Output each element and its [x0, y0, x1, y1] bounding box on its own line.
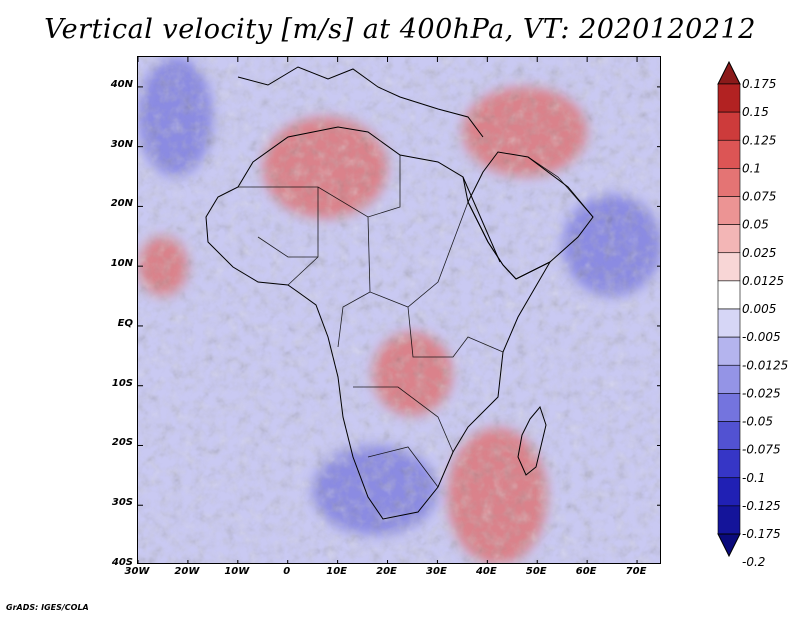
colorbar-level-label: -0.125: [742, 499, 781, 513]
map-plot-area: [138, 57, 660, 563]
colorbar-level-label: -0.05: [742, 415, 773, 429]
lat-tick-label: 40N: [110, 78, 133, 90]
lon-tick-label: 20E: [376, 566, 397, 577]
colorbar-swatch: [717, 308, 741, 338]
colorbar-bottom-arrow: [717, 533, 741, 558]
lon-tick-label: 0: [283, 566, 291, 577]
lat-tick-label: 10S: [111, 377, 133, 389]
lon-tick-label: 10E: [326, 566, 347, 577]
colorbar-swatch: [717, 280, 741, 310]
red-sea: [462, 176, 501, 263]
lon-tick-label: 20W: [174, 566, 200, 577]
lon-tick-label: 30W: [124, 566, 150, 577]
colorbar-level-label: 0.1: [742, 161, 761, 175]
lon-tick-label: 50E: [525, 566, 547, 577]
colorbar-level-label: 0.05: [742, 218, 769, 232]
lat-tick-label: 10N: [110, 258, 133, 270]
colorbar-level-label: -0.025: [742, 386, 781, 400]
colorbar-level-label: 0.005: [742, 302, 776, 316]
madagascar-coastline: [517, 405, 547, 476]
lon-tick-label: 60E: [575, 566, 597, 577]
colorbar-swatch: [717, 336, 741, 366]
border: [353, 386, 454, 453]
colorbar-level-label: 0.15: [742, 105, 769, 119]
colorbar-swatch: [717, 168, 741, 197]
colorbar-swatch: [717, 224, 741, 254]
lon-tick-label: 70E: [625, 566, 647, 577]
map-panel: [137, 56, 661, 564]
field-texture: [138, 57, 660, 563]
lat-tick-label: 30S: [111, 497, 133, 509]
colorbar-swatch: [717, 111, 741, 141]
lat-tick-label: EQ: [117, 317, 133, 329]
colorbar-level-label: 0.025: [742, 246, 776, 260]
colorbar-level-label: -0.2: [742, 555, 765, 569]
colorbar-level-label: 0.125: [742, 133, 776, 147]
colorbar-swatch: [717, 196, 741, 225]
chart-title: Vertical velocity [m/s] at 400hPa, VT: 2…: [44, 14, 756, 45]
lat-tick-label: 30N: [110, 138, 133, 150]
axis-ticks: [138, 57, 660, 563]
colorbar-swatch: [717, 83, 741, 113]
colorbar-level-label: 0.075: [742, 190, 776, 204]
lat-tick-label: 20S: [111, 437, 133, 449]
colorbar-level-label: -0.075: [742, 443, 781, 457]
colorbar-level-label: 0.0125: [742, 274, 784, 288]
border: [407, 306, 504, 358]
colorbar-swatch: [717, 364, 741, 394]
colorbar-swatch: [717, 505, 741, 535]
country-borders: [238, 155, 594, 488]
lon-tick-label: 30E: [426, 566, 447, 577]
mediterranean-north-coast: [237, 66, 484, 138]
lat-tick-label: 20N: [110, 198, 133, 210]
colorbar-swatch: [717, 477, 741, 507]
border: [257, 236, 318, 258]
colorbar-level-label: -0.005: [742, 330, 781, 344]
lat-tick-label: 40S: [111, 557, 133, 568]
colorbar-swatch: [717, 139, 741, 169]
border: [337, 291, 371, 348]
border: [527, 156, 594, 218]
border: [367, 446, 439, 488]
colorbar-swatch: [717, 252, 741, 282]
colorbar-swatch: [717, 421, 741, 450]
lon-tick-label: 10W: [224, 566, 250, 577]
colorbar-top-arrow: [717, 60, 741, 85]
colorbar-level-label: -0.175: [742, 527, 781, 541]
colorbar-level-label: -0.0125: [742, 358, 788, 372]
colorbar-swatch: [717, 449, 741, 479]
lon-tick-label: 40E: [475, 566, 497, 577]
grads-credit: GrADS: IGES/COLA: [6, 603, 89, 612]
colorbar-level-label: -0.1: [742, 471, 765, 485]
colorbar-swatch: [717, 393, 741, 422]
arabia-coastline: [467, 151, 594, 280]
colorbar-level-label: 0.175: [742, 77, 776, 91]
